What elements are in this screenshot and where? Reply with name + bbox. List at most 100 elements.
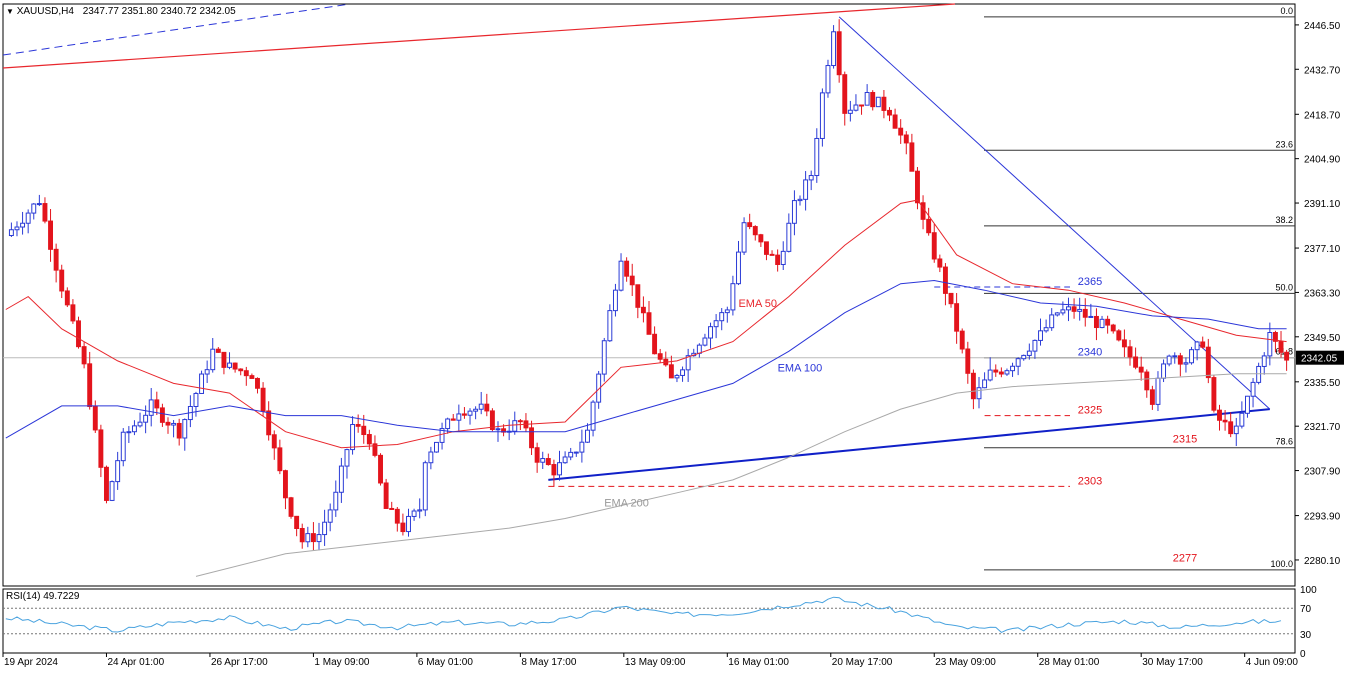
fib-level-label: 61.8 xyxy=(1275,347,1293,357)
ema100-line xyxy=(5,279,1287,439)
x-tick-label: 24 Apr 01:00 xyxy=(107,657,164,668)
candle-body xyxy=(607,310,613,342)
candle-body xyxy=(1021,354,1027,360)
candle-body xyxy=(439,428,445,443)
candle-body xyxy=(1099,318,1105,329)
candle-body xyxy=(1010,365,1016,372)
candle-body xyxy=(680,369,686,376)
candle-body xyxy=(898,127,904,136)
candle-body xyxy=(1138,366,1144,373)
ema-annotation: EMA 50 xyxy=(738,298,777,310)
candle-body xyxy=(1256,365,1262,383)
y-tick-label: 2363.30 xyxy=(1304,288,1341,299)
candle-body xyxy=(36,203,42,206)
symbol-dropdown-icon[interactable]: ▼ xyxy=(6,7,14,16)
x-tick-label: 28 May 01:00 xyxy=(1039,657,1100,668)
candle-body xyxy=(562,456,568,464)
candle-body xyxy=(165,421,171,426)
ema200-line xyxy=(195,373,1287,577)
candle-body xyxy=(14,226,20,231)
candle-body xyxy=(887,109,892,116)
candle-body xyxy=(1127,346,1133,358)
candle-body xyxy=(825,65,831,94)
candle-body xyxy=(702,337,708,346)
candle-body xyxy=(1043,327,1049,332)
candle-body xyxy=(926,218,932,234)
candle-body xyxy=(310,533,316,543)
y-tick-label: 2404.90 xyxy=(1304,155,1341,166)
y-tick-label: 2377.10 xyxy=(1304,244,1341,255)
candle-body xyxy=(618,260,624,291)
candle-body xyxy=(1133,356,1139,368)
candle-body xyxy=(199,373,205,394)
candle-body xyxy=(1121,339,1127,348)
candle-body xyxy=(596,373,602,403)
candle-body xyxy=(64,290,70,306)
symbol-label: XAUUSD,H4 xyxy=(16,6,74,17)
candle-body xyxy=(1149,389,1155,405)
x-tick-label: 16 May 01:00 xyxy=(728,657,789,668)
x-tick-label: 4 Jun 09:00 xyxy=(1246,657,1299,668)
candle-body xyxy=(1026,350,1032,356)
candle-body xyxy=(288,497,294,517)
candle-body xyxy=(193,392,199,407)
candle-body xyxy=(579,441,585,453)
candle-body xyxy=(557,462,562,476)
candle-body xyxy=(316,534,322,543)
candle-body xyxy=(215,348,221,353)
candle-body xyxy=(25,212,31,224)
candle-body xyxy=(338,465,344,493)
candle-body xyxy=(959,330,965,350)
candle-body xyxy=(389,507,395,510)
candle-body xyxy=(970,372,976,400)
candle-body xyxy=(445,418,451,430)
candle-body xyxy=(1038,330,1043,341)
candle-body xyxy=(131,425,137,433)
candle-body xyxy=(954,303,960,332)
candle-body xyxy=(1217,409,1222,421)
candle-body xyxy=(434,441,439,453)
candle-body xyxy=(1278,340,1284,353)
candle-body xyxy=(243,370,249,377)
ema50-line xyxy=(5,199,1287,449)
candle-body xyxy=(1049,314,1055,329)
candle-body xyxy=(355,424,361,427)
candle-body xyxy=(1183,362,1189,365)
price-pane xyxy=(2,3,1296,587)
candle-body xyxy=(780,250,786,265)
candle-body xyxy=(624,260,630,277)
candle-body xyxy=(590,401,596,431)
candle-body xyxy=(126,431,132,434)
candle-body xyxy=(942,266,948,294)
fib-level-label: 23.6 xyxy=(1275,139,1293,149)
current-price-label: 2342.05 xyxy=(1301,354,1338,365)
candle-body xyxy=(1077,308,1083,312)
candle-body xyxy=(1239,412,1245,427)
candle-body xyxy=(255,377,260,389)
candle-body xyxy=(965,348,971,374)
candle-body xyxy=(221,351,227,368)
candle-body xyxy=(747,222,753,228)
candle-body xyxy=(322,521,328,536)
candle-body xyxy=(143,414,149,423)
candle-body xyxy=(568,451,574,458)
candle-body xyxy=(249,375,255,379)
candle-body xyxy=(350,424,356,451)
candle-body xyxy=(456,413,462,421)
current-price-marker xyxy=(1296,350,1344,365)
candle-body xyxy=(478,403,484,410)
candle-body xyxy=(366,434,372,445)
candle-body xyxy=(713,320,719,328)
level-label: 2325 xyxy=(1078,405,1102,417)
candle-body xyxy=(1066,306,1071,311)
candle-body xyxy=(450,418,456,421)
ascending-trend-line xyxy=(548,408,1270,481)
candle-body xyxy=(294,515,300,529)
candle-body xyxy=(719,312,725,322)
candle-body xyxy=(640,306,646,314)
x-tick-label: 1 May 09:00 xyxy=(314,657,369,668)
x-tick-label: 30 May 17:00 xyxy=(1142,657,1203,668)
candle-body xyxy=(758,234,764,243)
x-tick-label: 20 May 17:00 xyxy=(832,657,893,668)
y-tick-label: 2280.10 xyxy=(1304,556,1341,567)
